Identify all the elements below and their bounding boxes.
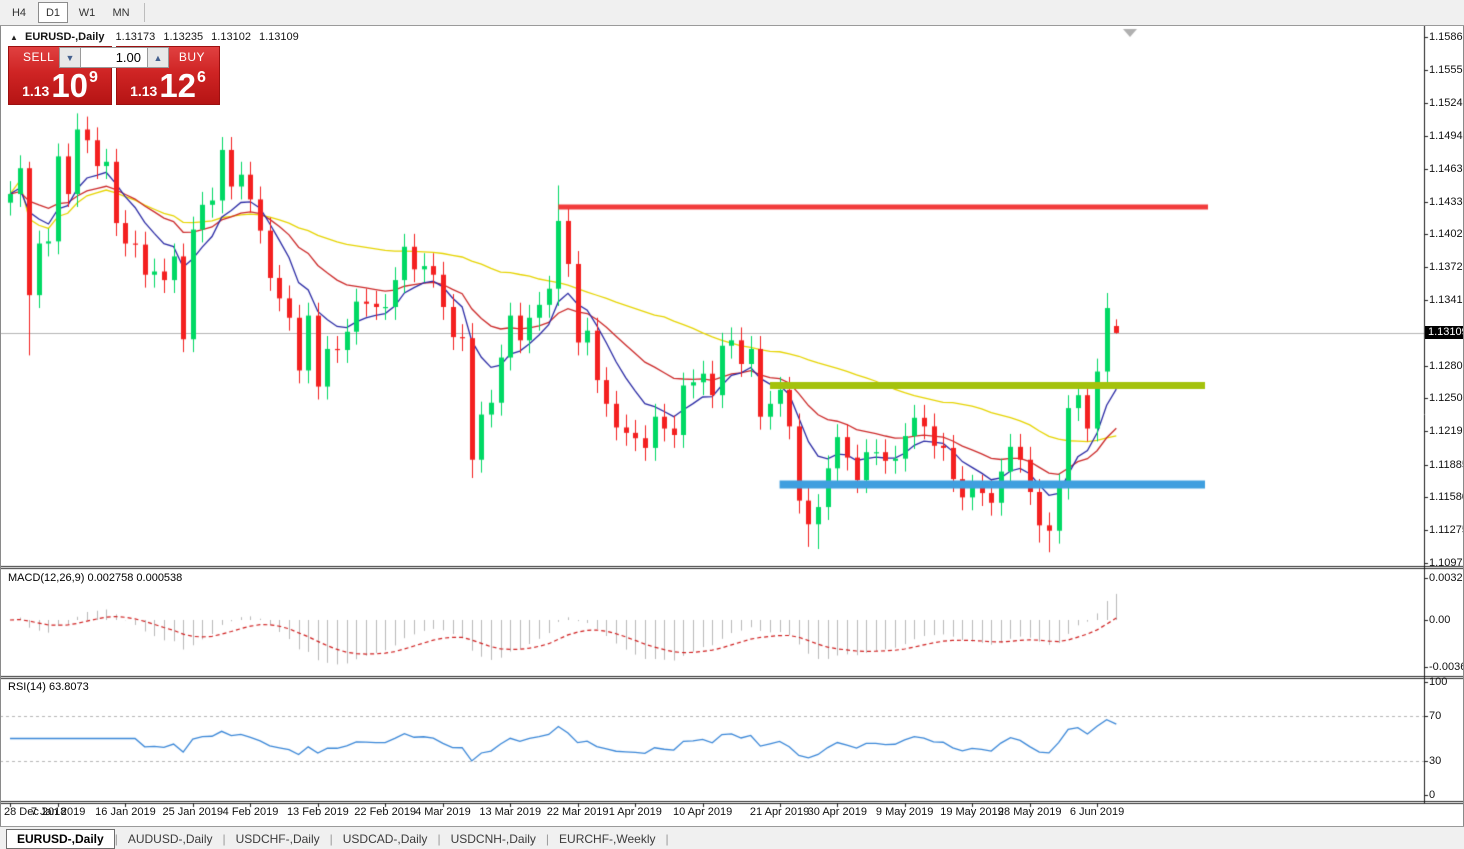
rsi-axis-label: 30 (1429, 755, 1442, 768)
sell-button[interactable]: SELL (23, 50, 55, 64)
tab-separator: | (222, 831, 226, 846)
date-axis-label: 28 May 2019 (997, 806, 1062, 818)
date-axis-label: 6 Jun 2019 (1069, 806, 1125, 818)
macd-axis-label: -0.003659 (1429, 660, 1464, 673)
volume-input[interactable] (81, 47, 147, 68)
macd-axis-label: 0.00 (1429, 614, 1451, 626)
price-axis-label: 1.11885 (1429, 458, 1464, 471)
date-axis-label: 7 Jan 2019 (30, 806, 86, 818)
window-left-border (0, 25, 1, 826)
volume-spinner: ▼ ▲ (59, 47, 169, 68)
collapse-triangle-icon[interactable]: ▲ (10, 33, 18, 42)
rsi-axis-label: 0 (1429, 789, 1436, 801)
volume-decrease-button[interactable]: ▼ (59, 47, 81, 68)
date-axis-label: 9 May 2019 (875, 806, 934, 818)
date-axis-label: 22 Feb 2019 (354, 806, 417, 818)
buy-price-pip: 6 (197, 69, 206, 86)
price-axis-label: 1.12500 (1429, 392, 1464, 405)
buy-price: 1.13 12 6 (117, 69, 219, 102)
date-axis-label: 30 Apr 2019 (807, 806, 867, 818)
price-axis-label: 1.13415 (1429, 294, 1464, 306)
chart-tab-audusd-daily[interactable]: AUDUSD-,Daily (127, 831, 213, 846)
chart-tabs-bar: EURUSD-,Daily | AUDUSD-,Daily | USDCHF-,Dail… (0, 826, 1464, 849)
chart-tab-eurusd-daily[interactable]: EURUSD-,Daily (6, 828, 115, 849)
price-axis-label: 1.13720 (1429, 261, 1464, 274)
tab-separator: | (329, 831, 333, 846)
macd-indicator-label: MACD(12,26,9) 0.002758 0.000538 (8, 572, 183, 584)
symbol-name: EURUSD-,Daily (24, 31, 105, 43)
price-axis-label: 1.11275 (1429, 524, 1464, 537)
date-axis-label: 13 Mar 2019 (479, 806, 542, 818)
price-axis-label: 1.12195 (1429, 425, 1464, 438)
ohlc-high: 1.13235 (163, 31, 204, 43)
date-axis-label: 1 Apr 2019 (608, 806, 662, 818)
ohlc-close: 1.13109 (259, 31, 299, 43)
tab-separator: | (114, 831, 118, 846)
rsi-indicator-label: RSI(14) 63.8073 (8, 681, 89, 693)
price-axis-label: 1.14330 (1429, 195, 1464, 208)
timeframe-button-d1[interactable]: D1 (38, 2, 68, 23)
chart-tab-usdcad-daily[interactable]: USDCAD-,Daily (342, 831, 428, 846)
tab-separator: | (437, 831, 441, 846)
date-axis-label: 16 Jan 2019 (95, 806, 156, 818)
price-axis-label: 1.15550 (1429, 64, 1464, 77)
date-axis-label: 10 Apr 2019 (672, 806, 733, 818)
chart-title: ▲ EURUSD-,Daily 1.13173 1.13235 1.13102 … (10, 31, 304, 43)
tab-separator: | (545, 831, 550, 846)
date-axis-label: 4 Mar 2019 (415, 806, 471, 818)
price-axis-label: 1.14635 (1429, 162, 1464, 175)
tab-separator: | (665, 831, 669, 846)
sell-price-pip: 9 (89, 69, 98, 86)
buy-price-prefix: 1.13 (130, 83, 158, 99)
sell-price: 1.13 10 9 (9, 69, 111, 102)
date-axis-label: 28 Dec 2018 (4, 806, 67, 818)
timeframe-button-h4[interactable]: H4 (11, 6, 27, 19)
toolbar-separator (144, 3, 145, 22)
chart-tab-usdchf-daily[interactable]: USDCHF-,Daily (235, 831, 320, 846)
rsi-axis-label: 70 (1429, 709, 1442, 722)
date-axis-label: 21 Apr 2019 (749, 806, 810, 818)
macd-axis-label: 0.003287 (1429, 572, 1464, 584)
volume-increase-button[interactable]: ▲ (147, 47, 169, 68)
ohlc-open: 1.13173 (115, 31, 156, 43)
price-axis-label: 1.14940 (1429, 129, 1464, 142)
date-axis-label: 22 Mar 2019 (546, 806, 609, 818)
price-axis-label: 1.15860 (1429, 31, 1464, 43)
price-axis-label: 1.14025 (1429, 228, 1464, 241)
timeframe-button-w1[interactable]: W1 (78, 6, 96, 19)
timeframe-toolbar: H4 D1 W1 MN (0, 0, 1464, 26)
rsi-axis-label: 100 (1429, 676, 1448, 688)
buy-price-big: 12 (159, 67, 197, 104)
price-axis-label: 1.11580 (1429, 491, 1464, 504)
price-axis-label: 1.15245 (1429, 97, 1464, 110)
price-axis-label: 1.12805 (1429, 359, 1464, 372)
date-axis-label: 19 May 2019 (940, 806, 1004, 818)
one-click-trading-panel: SELL 1.13 10 9 BUY 1.13 12 6 ▼ ▲ (8, 46, 220, 105)
buy-button[interactable]: BUY (178, 50, 205, 64)
ohlc-low: 1.13102 (211, 31, 251, 43)
sell-price-prefix: 1.13 (22, 83, 50, 99)
date-axis-label: 13 Feb 2019 (286, 806, 349, 818)
timeframe-button-mn[interactable]: MN (112, 6, 130, 19)
chart-tab-eurchf-weekly[interactable]: EURCHF-,Weekly (559, 831, 656, 846)
date-axis-label: 4 Feb 2019 (222, 806, 279, 818)
chart-tab-usdcnh-daily[interactable]: USDCNH-,Daily (450, 831, 536, 846)
sell-price-big: 10 (51, 67, 89, 104)
current-price-tag: 1.13109 (1425, 326, 1464, 340)
date-axis-label: 25 Jan 2019 (162, 806, 224, 818)
